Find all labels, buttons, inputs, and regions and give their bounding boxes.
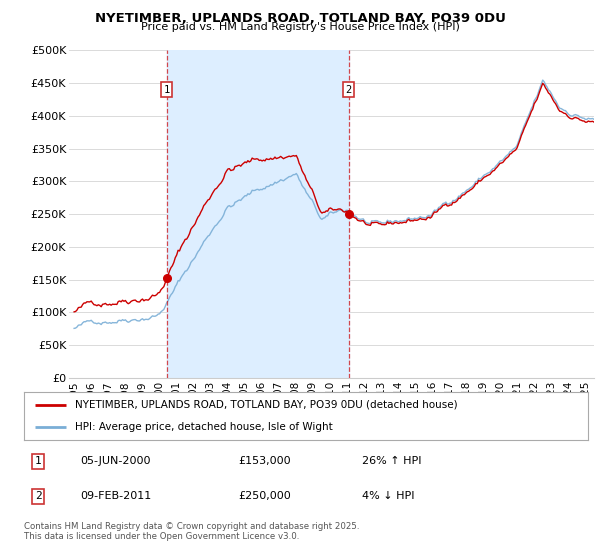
Text: 05-JUN-2000: 05-JUN-2000 — [80, 456, 151, 466]
Text: 1: 1 — [164, 85, 170, 95]
Text: NYETIMBER, UPLANDS ROAD, TOTLAND BAY, PO39 0DU (detached house): NYETIMBER, UPLANDS ROAD, TOTLAND BAY, PO… — [75, 400, 457, 410]
Bar — [167, 50, 349, 378]
Text: 4% ↓ HPI: 4% ↓ HPI — [362, 491, 415, 501]
Text: HPI: Average price, detached house, Isle of Wight: HPI: Average price, detached house, Isle… — [75, 422, 332, 432]
Text: 09-FEB-2011: 09-FEB-2011 — [80, 491, 152, 501]
Text: 2: 2 — [346, 85, 352, 95]
Text: 2: 2 — [35, 491, 41, 501]
Text: Price paid vs. HM Land Registry's House Price Index (HPI): Price paid vs. HM Land Registry's House … — [140, 22, 460, 32]
Text: 26% ↑ HPI: 26% ↑ HPI — [362, 456, 422, 466]
Text: £250,000: £250,000 — [238, 491, 291, 501]
Text: 1: 1 — [35, 456, 41, 466]
Text: £153,000: £153,000 — [238, 456, 291, 466]
Text: NYETIMBER, UPLANDS ROAD, TOTLAND BAY, PO39 0DU: NYETIMBER, UPLANDS ROAD, TOTLAND BAY, PO… — [95, 12, 505, 25]
Text: Contains HM Land Registry data © Crown copyright and database right 2025.
This d: Contains HM Land Registry data © Crown c… — [24, 522, 359, 542]
